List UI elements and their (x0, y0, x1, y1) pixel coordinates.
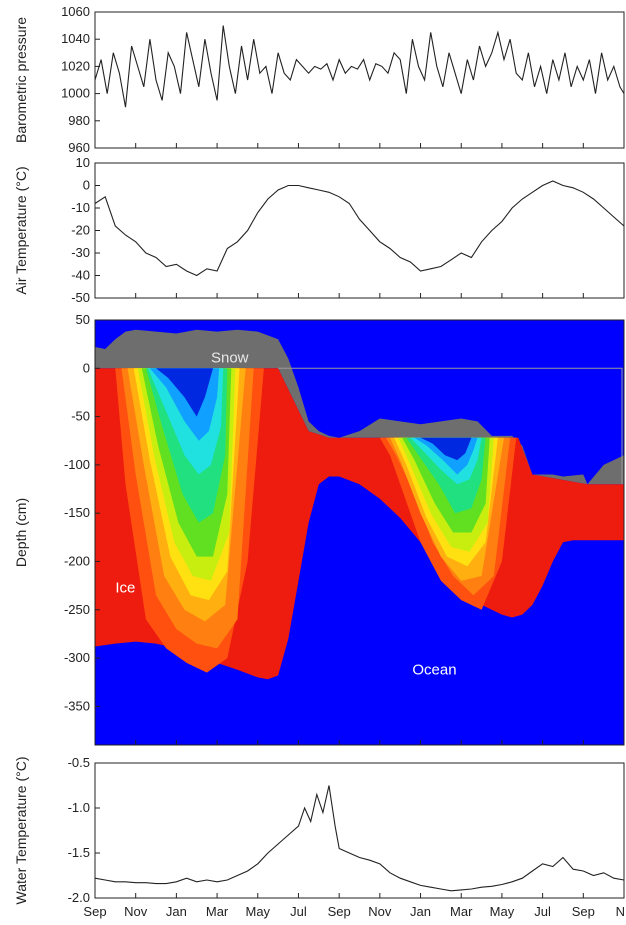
water-ytick-label: -1.0 (68, 800, 90, 815)
water-xtick-label: Sep (83, 904, 106, 919)
depth-ytick-label: -250 (64, 602, 90, 617)
water-xtick-label: Jul (290, 904, 307, 919)
water-xtick-label: Mar (450, 904, 473, 919)
water-ytick-label: -0.5 (68, 755, 90, 770)
water-xtick-label: Nov (368, 904, 392, 919)
pressure-ytick-label: 1020 (61, 58, 90, 73)
ice-temp-band-c10 (420, 437, 472, 461)
depth-ylabel: Depth (cm) (13, 498, 29, 567)
depth-ytick-label: 0 (83, 360, 90, 375)
air-ytick-label: 0 (83, 178, 90, 193)
snow-area (95, 329, 624, 485)
ice-temp-band-b10 (156, 368, 213, 417)
water-xtick-label: N (616, 904, 625, 919)
depth-plot-area (95, 320, 624, 745)
depth-ytick-label: 50 (76, 312, 90, 327)
pressure-ytick-label: 1000 (61, 86, 90, 101)
water-xtick-label: May (245, 904, 270, 919)
air-ytick-label: 10 (76, 155, 90, 170)
water-ytick-label: -1.5 (68, 845, 90, 860)
water-series-line (94, 785, 625, 892)
reference-box (278, 367, 623, 485)
water-xtick-label: Jan (410, 904, 431, 919)
air-series-line (94, 180, 625, 277)
ocean-label: Ocean (412, 661, 456, 678)
air-ytick-label: -30 (71, 245, 90, 260)
pressure-ytick-label: 960 (68, 140, 90, 155)
depth-ytick-label: -200 (64, 553, 90, 568)
water-xtick-label: Jan (166, 904, 187, 919)
water-xtick-label: May (490, 904, 515, 919)
water-frame (94, 762, 625, 899)
air-frame (94, 162, 625, 299)
water-xtick-label: Sep (572, 904, 595, 919)
air-ytick-label: -50 (71, 290, 90, 305)
water-xtick-label: Mar (206, 904, 229, 919)
water-xtick-label: Nov (124, 904, 148, 919)
ice-label: Ice (115, 579, 135, 596)
water-xtick-label: Jul (534, 904, 551, 919)
pressure-ytick-label: 1060 (61, 4, 90, 19)
pressure-ylabel: Barometric pressure (13, 17, 29, 143)
air-ytick-label: -10 (71, 200, 90, 215)
depth-ytick-label: -50 (71, 409, 90, 424)
depth-ytick-label: -150 (64, 505, 90, 520)
depth-ytick-label: -100 (64, 457, 90, 472)
pressure-series-line (94, 25, 625, 108)
pressure-ytick-label: 1040 (61, 31, 90, 46)
air-ytick-label: -40 (71, 268, 90, 283)
air-ytick-label: -20 (71, 223, 90, 238)
depth-ytick-label: -300 (64, 650, 90, 665)
pressure-ytick-label: 980 (68, 113, 90, 128)
pressure-frame (94, 11, 625, 149)
water-ylabel: Water Temperature (°C) (13, 757, 29, 905)
air-ylabel: Air Temperature (°C) (13, 166, 29, 294)
water-ytick-label: -2.0 (68, 890, 90, 905)
depth-ytick-label: -350 (64, 698, 90, 713)
depth-frame (94, 319, 625, 746)
snow-label: Snow (211, 350, 249, 367)
water-xtick-label: Sep (328, 904, 351, 919)
